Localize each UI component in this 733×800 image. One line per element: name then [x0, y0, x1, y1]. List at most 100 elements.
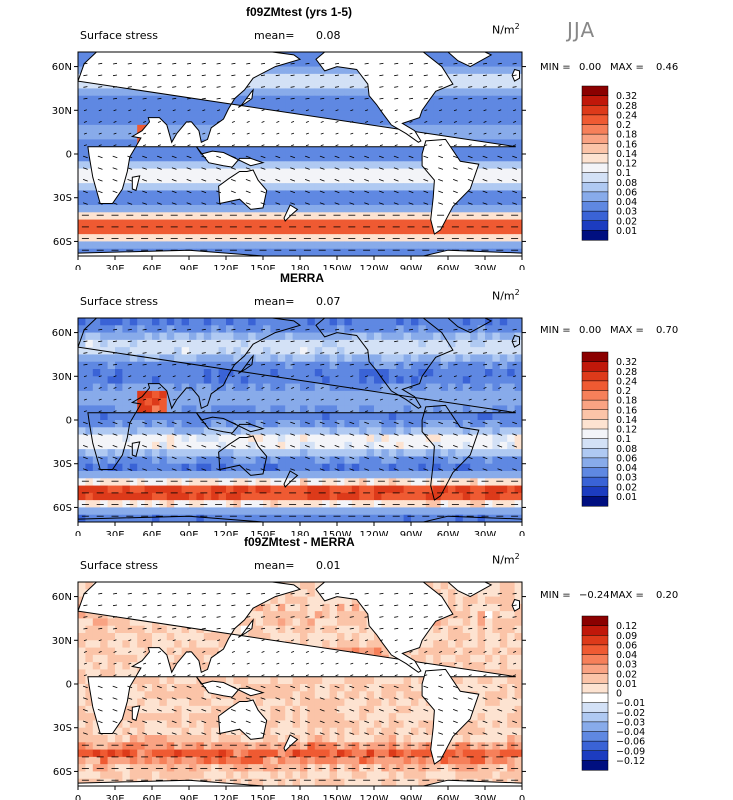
field-cell: [366, 456, 375, 465]
field-cell: [300, 596, 308, 605]
field-cell: [470, 234, 478, 242]
wind-arrow: [276, 375, 280, 378]
field-cell: [455, 485, 464, 494]
field-cell: [381, 332, 390, 341]
wind-arrow: [97, 433, 103, 436]
field-cell: [448, 434, 456, 443]
field-cell: [122, 412, 131, 421]
wind-arrow: [409, 398, 413, 401]
field-cell: [255, 376, 264, 384]
field-cell: [181, 154, 190, 162]
field-cell: [211, 390, 219, 399]
field-cell: [203, 212, 212, 220]
field-cell: [211, 427, 219, 435]
field-cell: [196, 492, 205, 501]
field-cell: [263, 603, 271, 612]
field-cell: [499, 81, 508, 89]
wind-arrow: [217, 109, 221, 112]
field-cell: [203, 175, 212, 184]
wind-arrow: [512, 179, 518, 182]
field-cell: [233, 325, 242, 333]
field-cell: [448, 234, 456, 242]
season-label: JJA: [567, 18, 596, 42]
field-cell: [144, 420, 153, 428]
wind-arrow: [379, 352, 384, 354]
wind-arrow: [394, 352, 399, 354]
field-cell: [277, 398, 286, 406]
field-cell: [248, 500, 256, 508]
field-cell: [189, 390, 197, 399]
field-cell: [514, 248, 522, 256]
field-cell: [255, 500, 264, 508]
field-cell: [366, 485, 375, 494]
field-cell: [462, 478, 471, 486]
field-cell: [181, 398, 190, 406]
field-cell: [499, 405, 508, 414]
field-cell: [137, 103, 145, 111]
field-cell: [411, 197, 419, 206]
wind-arrow: [246, 109, 250, 112]
field-cell: [174, 347, 182, 355]
field-cell: [181, 95, 190, 104]
wind-arrow: [202, 410, 206, 413]
field-cell: [226, 248, 234, 256]
field-cell: [292, 611, 301, 619]
field-cell: [174, 369, 182, 377]
field-cell: [255, 398, 264, 406]
wind-arrow: [290, 445, 296, 448]
field-cell: [411, 354, 419, 363]
field-cell: [514, 485, 522, 494]
wind-arrow: [349, 167, 355, 170]
field-cell: [514, 398, 522, 406]
field-cell: [492, 226, 501, 235]
field-cell: [425, 412, 434, 421]
field-cell: [440, 376, 449, 384]
field-cell: [137, 95, 145, 104]
wind-arrow: [498, 387, 502, 389]
field-cell: [388, 332, 397, 341]
legend-label: 0.1: [616, 168, 631, 179]
field-cell: [166, 197, 175, 206]
field-cell: [307, 420, 316, 428]
field-cell: [448, 514, 456, 522]
field-cell: [292, 212, 301, 220]
field-cell: [403, 205, 412, 213]
field-cell: [277, 95, 286, 104]
field-cell: [248, 441, 256, 450]
field-cell: [440, 618, 449, 627]
field-cell: [129, 88, 138, 97]
field-cell: [514, 383, 522, 392]
field-cell: [492, 81, 501, 89]
field-cell: [366, 339, 375, 348]
field-cell: [107, 241, 116, 250]
field-cell: [514, 420, 522, 428]
field-cell: [159, 390, 168, 399]
field-cell: [425, 205, 434, 213]
field-cell: [344, 456, 353, 465]
map-1: 0 30E 60E 90E 120E 150E 180 150W 120W 90W 60W 30W 06…: [52, 51, 637, 270]
wind-arrow: [231, 132, 235, 135]
field-cell: [411, 212, 419, 220]
field-cell: [403, 219, 412, 228]
wind-arrow: [230, 167, 236, 170]
wind-arrow: [365, 109, 369, 112]
field-cell: [462, 205, 471, 213]
field-cell: [159, 369, 168, 377]
field-cell: [477, 434, 486, 443]
field-cell: [514, 190, 522, 199]
field-cell: [455, 405, 464, 414]
field-cell: [314, 434, 323, 443]
field-cell: [78, 183, 86, 191]
wind-arrow: [261, 132, 265, 135]
wind-arrow: [156, 179, 162, 182]
field-cell: [499, 398, 508, 406]
wind-arrow: [378, 179, 384, 182]
wind-arrow: [497, 328, 502, 331]
field-cell: [337, 456, 345, 465]
wind-arrow: [349, 202, 355, 205]
field-cell: [507, 463, 515, 472]
field-cell: [166, 492, 175, 501]
wind-arrow: [335, 109, 339, 112]
field-cell: [425, 376, 434, 384]
field-cell: [174, 318, 182, 326]
